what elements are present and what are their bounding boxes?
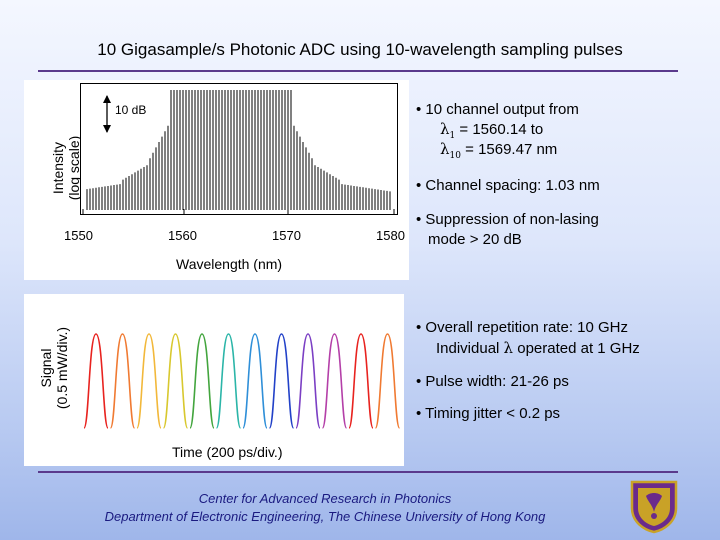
individual-text: Individual: [436, 340, 504, 357]
bullet-suppression: • Suppression of non-lasing: [416, 211, 599, 228]
xtick-label-1580: 1580: [376, 228, 405, 243]
spectrum-xlabel: Wavelength (nm): [176, 256, 283, 272]
lambda1-value: = 1560.14 to: [455, 121, 544, 138]
spectrum-ylabel-text: Intensity (log scale): [50, 135, 82, 201]
spectrum-plot-area: 10 dB: [80, 83, 398, 215]
pulses-ylabel: Signal (0.5 mW/div.): [38, 298, 70, 438]
lambda-symbol: λ: [503, 339, 514, 357]
pulse-trace: [242, 333, 268, 429]
lambda-sub: 10: [449, 151, 461, 161]
footer: Center for Advanced Research in Photonic…: [0, 490, 650, 526]
lambda-symbol: λ1: [440, 120, 456, 141]
lambda10-value: = 1569.47 nm: [460, 141, 558, 158]
university-crest-icon: [630, 480, 678, 534]
lambda-char: λ: [440, 120, 450, 138]
pulses-xlabel: Time (200 ps/div.): [172, 444, 283, 460]
pulses-ylabel-text: Signal (0.5 mW/div.): [38, 326, 70, 410]
footer-line-2: Department of Electronic Engineering, Th…: [104, 509, 546, 524]
pulse-trace: [83, 333, 109, 429]
bullet-channel-output: • 10 channel output from: [416, 101, 579, 118]
pulses-panel: Signal (0.5 mW/div.) λ1λ2λ3λ4λ5λ6λ7λ8λ9λ…: [24, 294, 404, 466]
spectrum-panel: Intensity (log scale) 10 dB 1550 1560 15…: [24, 80, 409, 280]
bullet-channel-output-line3: λ10 = 1569.47 nm: [440, 140, 557, 166]
scale-bar-arrow-top: [103, 95, 111, 103]
xtick-label-1550: 1550: [64, 228, 93, 243]
pulse-trace: [189, 333, 215, 429]
pulse-trace: [136, 333, 162, 429]
bullet-channel-output-line2: λ1 = 1560.14 to: [440, 120, 543, 146]
footer-divider: [38, 471, 678, 473]
xtick-label-1570: 1570: [272, 228, 301, 243]
pulse-trace: [162, 333, 189, 429]
pulse-trace: [374, 333, 401, 429]
title-divider: [38, 70, 678, 72]
lambda-sub: 1: [449, 131, 456, 141]
bullet-pulse-width: • Pulse width: 21-26 ps: [416, 373, 569, 390]
spectrum-ylabel: Intensity (log scale): [50, 98, 82, 238]
scale-bar-arrow-bottom: [103, 125, 111, 133]
lambda-symbol: λ10: [440, 140, 461, 161]
bullet-repetition-rate-cont: Individual λ operated at 1 GHz: [436, 339, 640, 358]
bullet-repetition-rate: • Overall repetition rate: 10 GHz: [416, 319, 629, 336]
scale-bar-label: 10 dB: [115, 103, 146, 117]
bullet-timing-jitter: • Timing jitter < 0.2 ps: [416, 405, 561, 422]
pulse-trace: [348, 333, 374, 429]
pulse-trace: [109, 333, 136, 429]
lambda-char: λ: [440, 140, 450, 158]
pulse-traces: [83, 333, 401, 429]
operated-text: operated at 1 GHz: [513, 340, 640, 357]
pulse-trace: [268, 333, 295, 429]
bullet-channel-spacing: • Channel spacing: 1.03 nm: [416, 177, 600, 194]
pulse-trace: [215, 333, 242, 429]
pulse-trace: [295, 333, 321, 429]
pulses-plot-area: [83, 310, 402, 450]
slide-title: 10 Gigasample/s Photonic ADC using 10-wa…: [97, 40, 623, 59]
footer-line-1: Center for Advanced Research in Photonic…: [198, 491, 452, 506]
xtick-label-1560: 1560: [168, 228, 197, 243]
spectrum-lines: [86, 90, 391, 210]
pulse-trace: [321, 333, 348, 429]
spectrum-plot-svg: 10 dB: [82, 90, 395, 214]
spectrum-xticks: [82, 209, 395, 214]
bullet-suppression-cont: mode > 20 dB: [428, 231, 522, 248]
pulses-plot-svg: [83, 333, 401, 429]
